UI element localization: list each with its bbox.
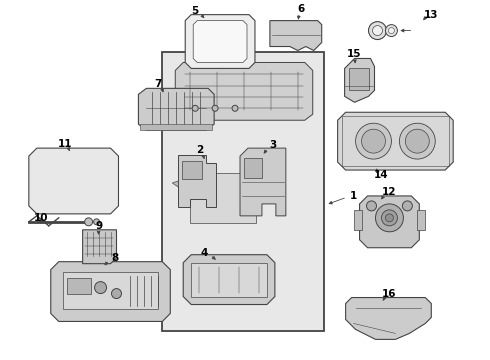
- Circle shape: [85, 218, 93, 226]
- Text: 3: 3: [270, 140, 276, 150]
- Text: 7: 7: [155, 79, 162, 89]
- Text: 16: 16: [382, 289, 397, 298]
- Bar: [182, 161, 202, 179]
- Polygon shape: [270, 21, 322, 50]
- Circle shape: [212, 105, 218, 111]
- Circle shape: [112, 289, 122, 298]
- Text: 8: 8: [111, 253, 118, 263]
- Text: 2: 2: [196, 145, 204, 155]
- Bar: [348, 68, 368, 90]
- Bar: [63, 272, 158, 310]
- Polygon shape: [51, 262, 171, 321]
- Bar: [162, 53, 324, 332]
- Text: 14: 14: [374, 170, 389, 180]
- Circle shape: [356, 123, 392, 159]
- Text: 4: 4: [200, 248, 208, 258]
- Polygon shape: [29, 148, 119, 214]
- Text: 11: 11: [57, 139, 72, 149]
- Circle shape: [386, 24, 397, 37]
- Bar: [190, 173, 256, 223]
- Bar: [354, 210, 362, 230]
- Circle shape: [367, 201, 376, 211]
- Text: 13: 13: [424, 10, 439, 20]
- Polygon shape: [338, 112, 453, 170]
- Polygon shape: [175, 62, 313, 120]
- Bar: [417, 210, 425, 230]
- Text: 10: 10: [33, 213, 48, 223]
- Bar: [141, 124, 212, 130]
- Circle shape: [232, 105, 238, 111]
- Circle shape: [386, 214, 393, 222]
- Circle shape: [372, 26, 383, 36]
- Circle shape: [389, 28, 394, 33]
- Polygon shape: [183, 255, 275, 305]
- Text: 6: 6: [297, 4, 304, 14]
- Bar: [244, 158, 262, 178]
- Text: 9: 9: [95, 221, 102, 231]
- Bar: [342, 116, 449, 166]
- Circle shape: [399, 123, 435, 159]
- Circle shape: [192, 105, 198, 111]
- Polygon shape: [185, 15, 255, 68]
- Circle shape: [382, 210, 397, 226]
- Polygon shape: [240, 148, 286, 216]
- Polygon shape: [138, 88, 214, 130]
- Text: 12: 12: [382, 187, 397, 197]
- Text: 5: 5: [192, 6, 199, 15]
- Bar: [191, 263, 267, 297]
- Bar: [67, 278, 91, 293]
- Polygon shape: [83, 230, 117, 264]
- Circle shape: [95, 282, 106, 293]
- Circle shape: [94, 219, 99, 225]
- Text: 1: 1: [350, 191, 357, 201]
- Polygon shape: [344, 58, 374, 102]
- Polygon shape: [193, 21, 247, 62]
- Polygon shape: [172, 181, 178, 187]
- Circle shape: [375, 204, 403, 232]
- Circle shape: [405, 129, 429, 153]
- Polygon shape: [178, 155, 216, 207]
- Text: 15: 15: [346, 49, 361, 59]
- Circle shape: [402, 201, 413, 211]
- Polygon shape: [345, 298, 431, 339]
- Circle shape: [362, 129, 386, 153]
- Polygon shape: [360, 196, 419, 248]
- Circle shape: [368, 22, 387, 40]
